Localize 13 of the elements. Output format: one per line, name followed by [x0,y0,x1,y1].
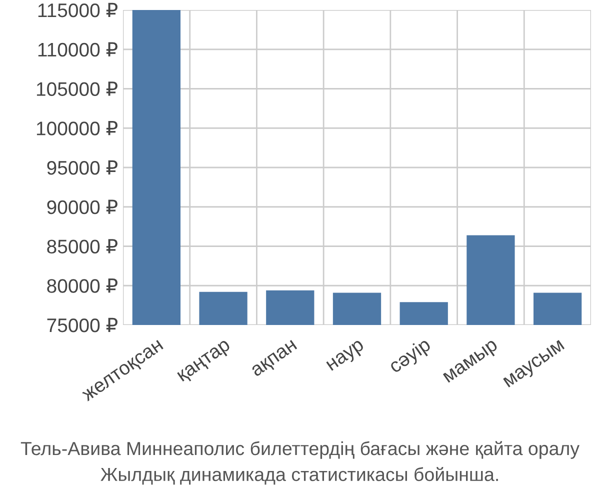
y-tick-label: 75000 ₽ [47,318,118,332]
y-tick-label: 110000 ₽ [38,42,118,57]
text: Тель-Авива Миннеаполис билеттердің бағасы және қайта оралу [20,441,580,459]
y-tick-label: 115000 ₽ [38,2,118,18]
text: Жылдық динамикада статистикасы бойынша. [100,467,498,485]
x-tick-label: наур [326,340,367,374]
y-tick-label: 100000 ₽ [36,120,118,136]
y-tick-label: 95000 ₽ [47,160,118,175]
y-tick-label: 90000 ₽ [47,200,118,214]
y-tick-label: 105000 ₽ [36,82,118,96]
x-tick-label: сәуір [387,336,434,377]
y-tick-label: 80000 ₽ [47,278,118,293]
y-tick-label: 85000 ₽ [47,239,118,254]
